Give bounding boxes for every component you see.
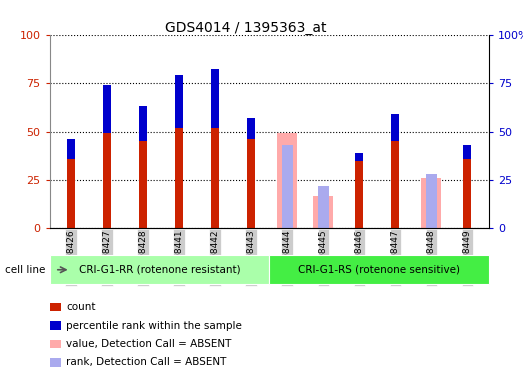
Bar	[356, 161, 363, 228]
Bar	[247, 139, 255, 228]
Bar	[422, 178, 441, 228]
Bar	[211, 127, 219, 228]
Bar	[247, 118, 255, 139]
Bar	[175, 75, 183, 127]
Bar	[277, 134, 297, 228]
Bar	[67, 159, 75, 228]
Bar	[104, 85, 111, 134]
Bar	[463, 159, 471, 228]
Bar	[104, 134, 111, 228]
Bar	[313, 195, 333, 228]
Text: value, Detection Call = ABSENT: value, Detection Call = ABSENT	[66, 339, 232, 349]
Bar	[463, 145, 471, 159]
Bar	[391, 114, 400, 141]
Text: CRI-G1-RR (rotenone resistant): CRI-G1-RR (rotenone resistant)	[78, 265, 241, 275]
Bar	[175, 127, 183, 228]
Text: count: count	[66, 302, 96, 312]
Bar	[426, 174, 437, 228]
Bar	[67, 139, 75, 159]
Bar	[211, 70, 219, 127]
Bar	[139, 106, 147, 141]
Text: CRI-G1-RS (rotenone sensitive): CRI-G1-RS (rotenone sensitive)	[298, 265, 460, 275]
Text: cell line: cell line	[5, 265, 46, 275]
Bar	[391, 141, 400, 228]
Text: percentile rank within the sample: percentile rank within the sample	[66, 321, 242, 331]
Bar	[282, 145, 293, 228]
Bar	[318, 186, 329, 228]
Bar	[356, 153, 363, 161]
Text: rank, Detection Call = ABSENT: rank, Detection Call = ABSENT	[66, 358, 227, 367]
Text: GDS4014 / 1395363_at: GDS4014 / 1395363_at	[165, 21, 326, 35]
Bar	[139, 141, 147, 228]
